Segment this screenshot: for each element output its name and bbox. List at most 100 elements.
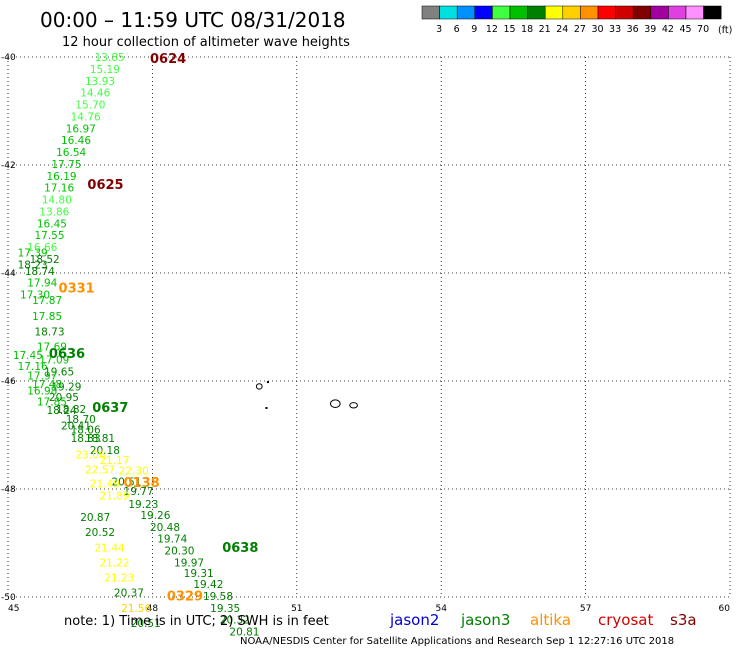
wave-height-label: 18.24 bbox=[47, 405, 77, 417]
wave-height-label: 19.35 bbox=[210, 603, 240, 615]
footer-note: note: 1) Time is in UTC; 2) SWH is in fe… bbox=[64, 614, 329, 629]
legend-swatch bbox=[580, 5, 599, 20]
wave-height-label: 22.30 bbox=[119, 466, 149, 478]
wave-height-label: 21.56 bbox=[121, 603, 151, 615]
wave-height-label: 18.70 bbox=[66, 414, 96, 426]
wave-height-label: 23.06 bbox=[75, 449, 105, 461]
wave-height-label: 17.30 bbox=[20, 290, 50, 302]
legend-bin-label: 36 bbox=[627, 24, 639, 35]
wave-height-label: 21.49 bbox=[90, 479, 120, 491]
wave-height-label: 17.69 bbox=[37, 341, 67, 353]
wave-height-label: 19.26 bbox=[140, 510, 170, 522]
wave-height-label: 18.83 bbox=[71, 433, 101, 445]
legend-unit: (ft) bbox=[718, 25, 732, 36]
wave-height-label: 13.85 bbox=[95, 52, 125, 64]
legend-swatch bbox=[421, 5, 440, 20]
wave-height-label: 22.57 bbox=[85, 465, 115, 477]
wave-height-label: 21.22 bbox=[99, 557, 129, 569]
wave-height-label: 17.45 bbox=[13, 350, 43, 362]
wave-height-label: 14.46 bbox=[80, 88, 110, 100]
y-tick-label: -46 bbox=[1, 377, 16, 387]
legend-bin-label: 21 bbox=[539, 24, 551, 35]
pass-time-label: 0138 bbox=[124, 476, 160, 491]
legend-swatch bbox=[544, 5, 564, 20]
legend-swatch bbox=[492, 5, 511, 20]
chart-title: 00:00 – 11:59 UTC 08/31/2018 bbox=[40, 8, 346, 32]
legend-bin-label: 24 bbox=[556, 24, 568, 35]
wave-height-label: 17.16 bbox=[18, 361, 48, 373]
satellite-name: jason2 bbox=[389, 611, 439, 629]
x-tick-label: 48 bbox=[147, 604, 159, 614]
legend-bin-label: 45 bbox=[679, 24, 691, 35]
wave-height-label: 19.97 bbox=[174, 557, 204, 569]
wave-height-label: 16.66 bbox=[27, 242, 57, 254]
wave-height-label: 17.75 bbox=[51, 159, 81, 171]
wave-height-label: 18.74 bbox=[25, 266, 55, 278]
pass-time-label: 0624 bbox=[150, 52, 186, 67]
wave-height-label: 19.65 bbox=[44, 366, 74, 378]
wave-height-label: 17.48 bbox=[32, 379, 62, 391]
satellite-name: s3a bbox=[670, 611, 697, 629]
legend-bin-label: 6 bbox=[454, 24, 460, 35]
wave-height-label: 20.51 bbox=[111, 476, 141, 488]
legend-bin-label: 12 bbox=[486, 24, 498, 35]
wave-height-label: 19.31 bbox=[184, 568, 214, 580]
wave-height-label: 17.85 bbox=[37, 397, 67, 409]
pass-time-label: 0625 bbox=[87, 178, 123, 193]
wave-height-label: 19.29 bbox=[51, 381, 81, 393]
legend-bin-label: 33 bbox=[609, 24, 621, 35]
wave-height-label: 20.51 bbox=[131, 618, 161, 630]
island-outline bbox=[255, 383, 263, 390]
pass-time-label: 0329 bbox=[167, 589, 203, 604]
island-outline bbox=[349, 402, 358, 409]
legend-bin-label: 70 bbox=[697, 24, 709, 35]
wave-height-label: 17.85 bbox=[32, 311, 62, 323]
wave-height-label: 16.46 bbox=[61, 135, 91, 147]
wave-height-label: 18.82 bbox=[56, 404, 86, 416]
x-tick-label: 57 bbox=[580, 604, 591, 614]
wave-height-label: 19.77 bbox=[124, 486, 154, 498]
pass-time-label: 0637 bbox=[92, 401, 128, 416]
wave-height-label: 20.87 bbox=[80, 512, 110, 524]
legend-bin-label: 18 bbox=[521, 24, 533, 35]
pass-time-label: 0331 bbox=[59, 282, 95, 297]
legend-swatch bbox=[685, 5, 704, 20]
island-dot bbox=[266, 381, 269, 384]
wave-height-label: 20.37 bbox=[114, 588, 144, 600]
wave-height-points: 13.8515.1913.9314.4615.7014.7616.9716.46… bbox=[13, 52, 260, 639]
wave-height-label: 21.44 bbox=[95, 542, 125, 554]
chart-subtitle: 12 hour collection of altimeter wave hei… bbox=[62, 35, 350, 50]
wave-height-label: 15.70 bbox=[75, 100, 105, 112]
wave-height-label: 20.48 bbox=[150, 522, 180, 534]
wave-height-label: 19.23 bbox=[128, 499, 158, 511]
wave-height-label: 20.52 bbox=[85, 527, 115, 539]
islands bbox=[255, 381, 358, 409]
wave-height-label: 17.87 bbox=[32, 295, 62, 307]
wave-height-label: 16.98 bbox=[27, 386, 57, 398]
legend-swatch bbox=[509, 5, 528, 20]
y-tick-label: -44 bbox=[1, 269, 16, 279]
legend-bin-label: 27 bbox=[574, 24, 586, 35]
wave-height-label: 17.09 bbox=[39, 354, 69, 366]
legend-swatch bbox=[668, 5, 687, 20]
legend-swatch bbox=[439, 5, 458, 20]
y-tick-label: -48 bbox=[1, 485, 16, 495]
legend-bin-label: 30 bbox=[591, 24, 603, 35]
x-tick-label: 45 bbox=[8, 604, 19, 614]
y-tick-label: -42 bbox=[1, 161, 16, 171]
wave-height-label: 16.19 bbox=[47, 171, 77, 183]
legend-bin-label: 39 bbox=[644, 24, 656, 35]
satellite-name: altika bbox=[530, 611, 571, 629]
x-tick-label: 51 bbox=[291, 604, 302, 614]
legend-swatch bbox=[527, 5, 546, 20]
wave-height-label: 18.06 bbox=[71, 425, 101, 437]
wave-height-label: 20.30 bbox=[164, 546, 194, 558]
legend-bin-label: 15 bbox=[503, 24, 515, 35]
island-outline bbox=[329, 399, 341, 408]
wave-height-label: 14.76 bbox=[71, 111, 101, 123]
wave-height-label: 13.93 bbox=[85, 76, 115, 88]
legend-swatch bbox=[474, 5, 493, 20]
wave-height-label: 20.95 bbox=[49, 392, 79, 404]
wave-height-label: 19.42 bbox=[193, 579, 223, 591]
